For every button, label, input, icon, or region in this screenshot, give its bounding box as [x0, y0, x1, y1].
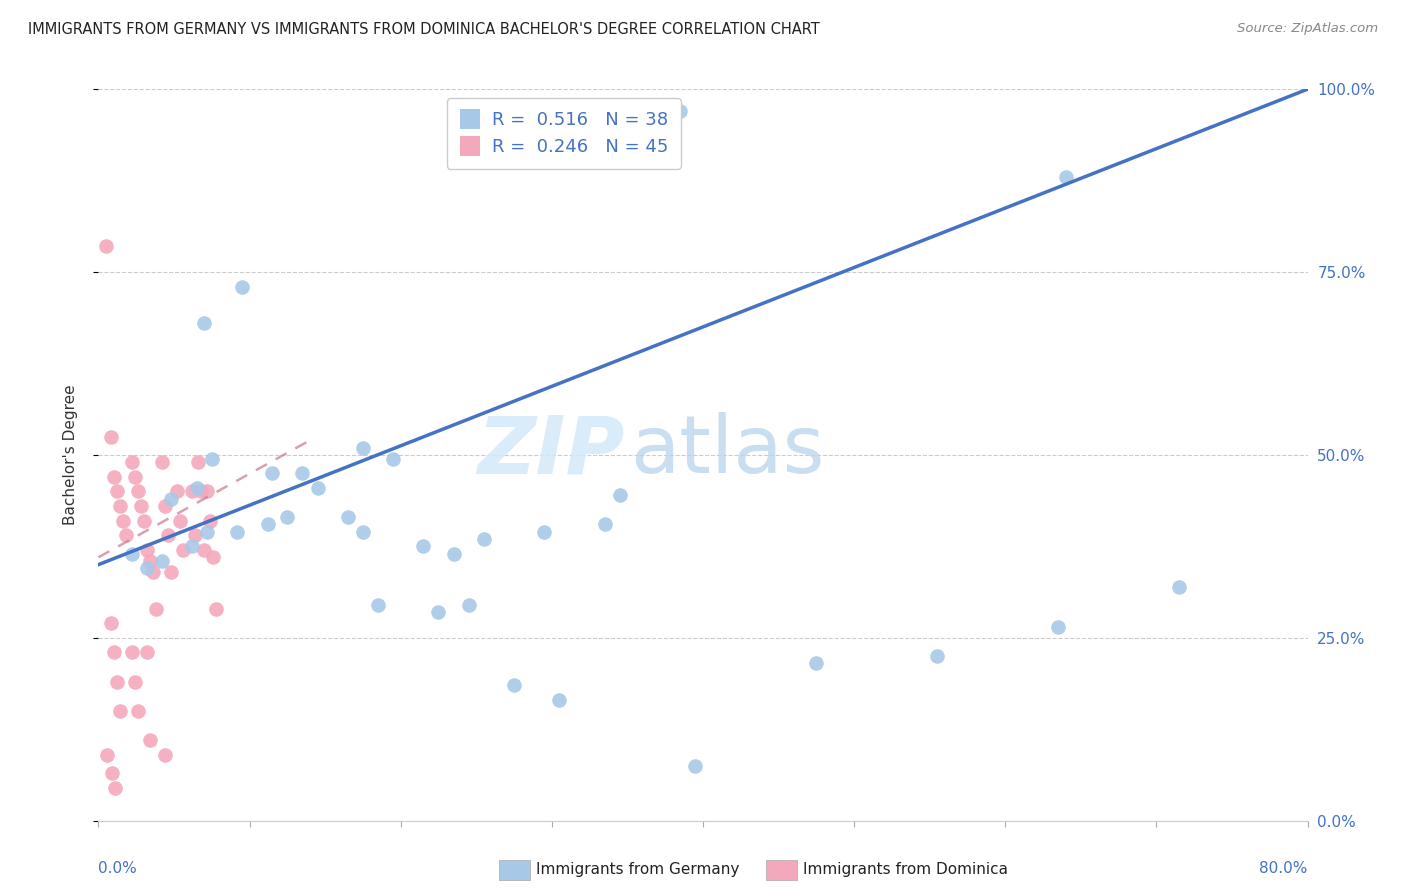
Point [121, 455, 143, 469]
Point [1168, 580, 1191, 594]
Point [205, 601, 228, 615]
Point [231, 279, 253, 293]
Point [256, 517, 278, 532]
Point [457, 598, 479, 612]
Point [104, 780, 127, 795]
Point [150, 455, 173, 469]
Point [200, 514, 222, 528]
Point [184, 528, 207, 542]
Point [94, 239, 117, 253]
Point [153, 747, 176, 762]
Point [105, 484, 128, 499]
Point [927, 649, 949, 664]
Point [111, 514, 134, 528]
Point [548, 693, 571, 707]
Point [105, 674, 128, 689]
Point [150, 554, 173, 568]
Point [226, 524, 249, 539]
Point [160, 491, 183, 506]
Point [135, 645, 157, 659]
Point [100, 430, 122, 444]
Text: Immigrants from Dominica: Immigrants from Dominica [803, 863, 1008, 877]
Point [190, 484, 212, 499]
Point [291, 466, 314, 480]
Point [181, 539, 204, 553]
Point [121, 547, 143, 561]
Point [153, 499, 176, 513]
Point [609, 488, 631, 502]
Point [100, 616, 122, 631]
Point [202, 550, 225, 565]
Point [503, 678, 526, 692]
Point [96, 747, 118, 762]
Legend: R =  0.516   N = 38, R =  0.246   N = 45: R = 0.516 N = 38, R = 0.246 N = 45 [447, 98, 681, 169]
Point [135, 543, 157, 558]
Text: IMMIGRANTS FROM GERMANY VS IMMIGRANTS FROM DOMINICA BACHELOR'S DEGREE CORRELATIO: IMMIGRANTS FROM GERMANY VS IMMIGRANTS FR… [28, 22, 820, 37]
Point [593, 517, 616, 532]
Point [352, 441, 374, 455]
Point [156, 528, 179, 542]
Point [186, 481, 208, 495]
Point [443, 547, 465, 561]
Point [142, 565, 165, 579]
Point [187, 455, 209, 469]
Point [101, 766, 124, 780]
Point [382, 451, 405, 466]
Point [201, 451, 224, 466]
Point [139, 554, 162, 568]
Point [193, 316, 215, 330]
Point [669, 104, 692, 119]
Point [132, 514, 155, 528]
Point [108, 499, 131, 513]
Point [166, 484, 188, 499]
Point [1054, 169, 1077, 184]
Point [169, 514, 191, 528]
Text: 0.0%: 0.0% [98, 861, 138, 876]
Point [262, 466, 284, 480]
Point [181, 484, 204, 499]
Point [124, 470, 146, 484]
Point [193, 543, 215, 558]
Point [195, 524, 218, 539]
Point [195, 484, 218, 499]
Point [412, 539, 434, 553]
Text: Immigrants from Germany: Immigrants from Germany [536, 863, 740, 877]
Text: Source: ZipAtlas.com: Source: ZipAtlas.com [1237, 22, 1378, 36]
Point [114, 528, 136, 542]
Point [533, 524, 555, 539]
Point [1047, 620, 1070, 634]
Point [103, 645, 125, 659]
Point [172, 543, 194, 558]
Text: ZIP: ZIP [477, 412, 624, 491]
Point [127, 484, 149, 499]
Point [336, 510, 359, 524]
Point [276, 510, 298, 524]
Point [129, 499, 152, 513]
Point [127, 704, 149, 718]
Point [135, 561, 157, 575]
Point [103, 470, 125, 484]
Point [145, 601, 167, 615]
Point [307, 481, 329, 495]
Point [121, 645, 143, 659]
Point [352, 524, 374, 539]
Point [124, 674, 146, 689]
Text: atlas: atlas [630, 412, 825, 491]
Point [160, 565, 183, 579]
Point [472, 532, 495, 546]
Text: 80.0%: 80.0% [1260, 861, 1308, 876]
Point [139, 733, 162, 747]
Point [806, 657, 828, 671]
Point [367, 598, 389, 612]
Point [108, 704, 131, 718]
Y-axis label: Bachelor's Degree: Bachelor's Degree [63, 384, 77, 525]
Point [685, 758, 707, 772]
Point [427, 605, 450, 619]
